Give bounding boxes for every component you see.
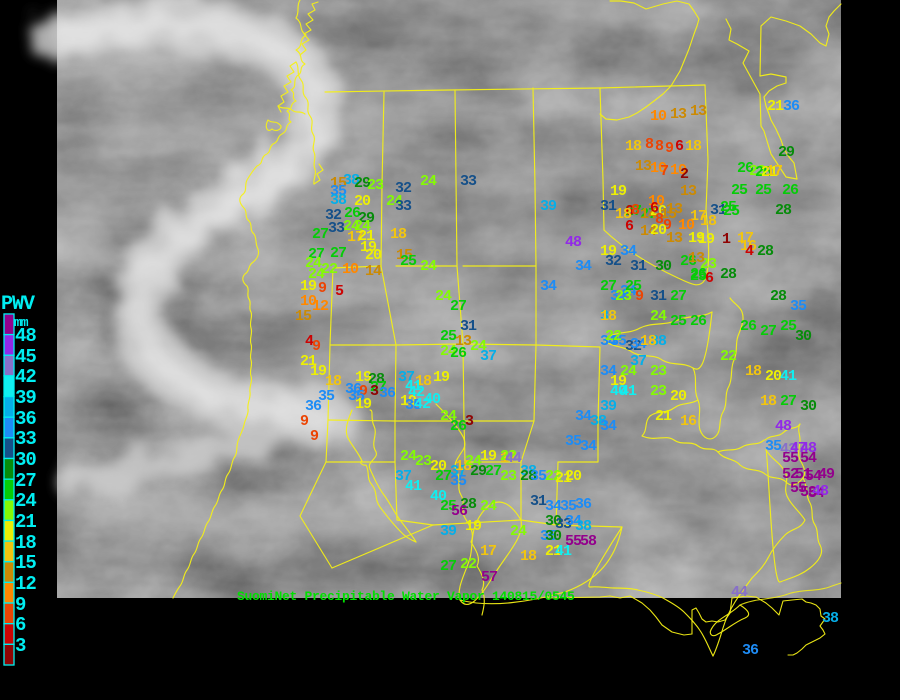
svg-text:42: 42	[15, 366, 36, 388]
svg-text:6: 6	[15, 614, 26, 636]
svg-text:PWV: PWV	[1, 293, 35, 316]
svg-text:36: 36	[15, 408, 36, 430]
svg-text:39: 39	[15, 387, 36, 409]
svg-text:21: 21	[15, 511, 36, 533]
svg-text:24: 24	[15, 490, 36, 512]
svg-text:15: 15	[15, 552, 36, 574]
svg-text:12: 12	[15, 573, 36, 595]
svg-text:27: 27	[15, 470, 36, 492]
svg-text:9: 9	[15, 594, 26, 616]
svg-text:18: 18	[15, 532, 36, 554]
svg-text:45: 45	[15, 346, 36, 368]
svg-text:3: 3	[15, 635, 26, 657]
svg-text:33: 33	[15, 428, 36, 450]
svg-text:SuomiNet Precipitable Water Va: SuomiNet Precipitable Water Vapor 140815…	[237, 589, 575, 604]
svg-text:48: 48	[15, 325, 36, 347]
svg-text:30: 30	[15, 449, 36, 471]
